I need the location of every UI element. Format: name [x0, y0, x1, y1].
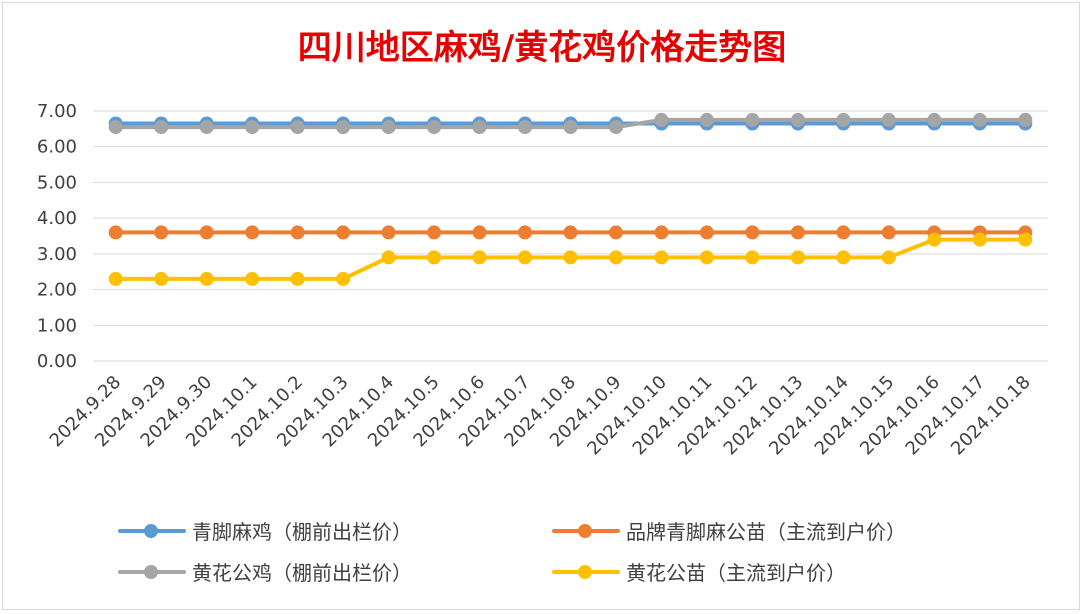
y-tick-label: 0.00: [37, 351, 77, 372]
legend-swatch-series-4: [552, 564, 620, 579]
series-3-point: [972, 112, 987, 127]
series-4-point: [836, 250, 851, 265]
series-3-point: [518, 120, 532, 135]
series-4-point: [154, 271, 169, 286]
series-3-point: [154, 120, 169, 135]
series-2-point: [290, 225, 305, 240]
series-4-point: [881, 250, 896, 265]
y-tick-label: 2.00: [37, 280, 77, 301]
series-3-point: [108, 120, 123, 135]
series-3-point: [245, 120, 260, 135]
legend-item-series-2: 品牌青脚麻公苗（主流到户价）: [552, 516, 906, 545]
series-4-point: [427, 250, 442, 265]
series-3-point: [563, 120, 578, 135]
series-3-point: [790, 112, 805, 127]
series-2-point: [427, 225, 442, 240]
series-2-point: [836, 225, 851, 240]
series-2-point: [745, 225, 760, 240]
y-tick-label: 3.00: [37, 244, 77, 265]
series-4-point: [563, 250, 578, 265]
legend-label-series-4: 黄花公苗（主流到户价）: [626, 561, 846, 585]
series-2-point: [381, 225, 396, 240]
y-tick-label: 6.00: [37, 137, 77, 158]
legend-item-series-3: 黄花公鸡（棚前出栏价）: [118, 557, 412, 586]
series-3-point: [654, 112, 669, 127]
series-4-point: [336, 271, 351, 286]
series-2-point: [518, 225, 532, 240]
y-tick-label: 5.00: [37, 172, 77, 193]
series-2-point: [336, 225, 351, 240]
series-4-point: [245, 271, 260, 286]
series-4-point: [745, 250, 760, 265]
legend-swatch-series-2: [552, 523, 620, 538]
series-4-point: [790, 250, 805, 265]
series-3-point: [1018, 112, 1033, 127]
legend-label-series-2: 品牌青脚麻公苗（主流到户价）: [626, 520, 906, 544]
legend-item-series-1: 青脚麻鸡（棚前出栏价）: [118, 516, 412, 545]
series-4-point: [108, 271, 123, 286]
legend-swatch-series-3: [118, 564, 186, 579]
series-2-point: [699, 225, 714, 240]
y-tick-label: 1.00: [37, 315, 77, 336]
series-2-point: [108, 225, 123, 240]
legend-label-series-3: 黄花公鸡（棚前出栏价）: [192, 561, 412, 585]
series-3-point: [699, 112, 714, 127]
series-3-point: [836, 112, 851, 127]
series-4-point: [518, 250, 532, 265]
series-4-point: [1018, 232, 1033, 247]
series-2-point: [563, 225, 578, 240]
series-3-point: [881, 112, 896, 127]
y-tick-label: 7.00: [37, 101, 77, 122]
series-2-point: [472, 225, 487, 240]
series-2-point: [609, 225, 623, 240]
legend-label-series-1: 青脚麻鸡（棚前出栏价）: [192, 520, 412, 544]
series-4-point: [472, 250, 487, 265]
series-2-point: [790, 225, 805, 240]
series-4-point: [381, 250, 396, 265]
series-2-point: [154, 225, 169, 240]
series-3-point: [199, 120, 214, 135]
series-2-point: [881, 225, 896, 240]
series-3-point: [290, 120, 305, 135]
series-3-point: [472, 120, 487, 135]
series-3-point: [336, 120, 351, 135]
series-4-point: [927, 232, 942, 247]
legend-item-series-4: 黄花公苗（主流到户价）: [552, 557, 846, 586]
series-4-point: [199, 271, 214, 286]
legend-swatch-series-1: [118, 523, 186, 538]
series-3-point: [927, 112, 942, 127]
series-2-point: [245, 225, 260, 240]
series-3-point: [745, 112, 760, 127]
series-4-point: [609, 250, 623, 265]
series-3-point: [609, 120, 623, 135]
series-4-point: [290, 271, 305, 286]
series-2-point: [654, 225, 669, 240]
series-4-point: [972, 232, 987, 247]
series-3-point: [381, 120, 396, 135]
series-2-point: [199, 225, 214, 240]
series-4-point: [699, 250, 714, 265]
series-3-point: [427, 120, 442, 135]
series-4-point: [654, 250, 669, 265]
y-tick-label: 4.00: [37, 208, 77, 229]
chart-title: 四川地区麻鸡/黄花鸡价格走势图: [297, 28, 787, 68]
